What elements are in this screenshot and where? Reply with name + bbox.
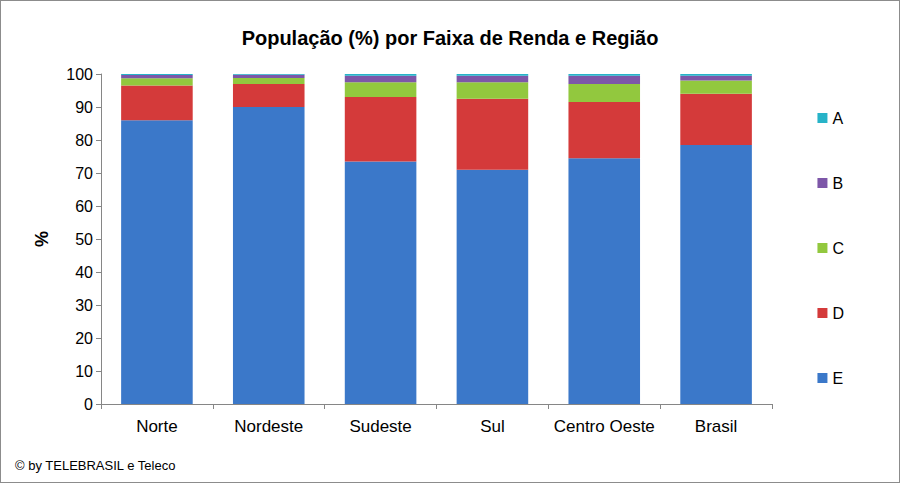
- svg-text:100: 100: [66, 66, 93, 83]
- svg-text:Nordeste: Nordeste: [234, 417, 303, 436]
- svg-text:Brasil: Brasil: [695, 417, 738, 436]
- svg-text:C: C: [832, 240, 844, 257]
- svg-text:Sul: Sul: [480, 417, 505, 436]
- svg-text:90: 90: [75, 99, 93, 116]
- svg-text:A: A: [832, 110, 843, 127]
- svg-text:50: 50: [75, 231, 93, 248]
- svg-text:Norte: Norte: [136, 417, 178, 436]
- svg-text:%: %: [32, 231, 52, 247]
- svg-text:40: 40: [75, 264, 93, 281]
- svg-text:0: 0: [84, 396, 93, 413]
- svg-text:B: B: [832, 175, 843, 192]
- svg-text:20: 20: [75, 330, 93, 347]
- svg-text:Sudeste: Sudeste: [349, 417, 411, 436]
- svg-text:30: 30: [75, 297, 93, 314]
- svg-text:© by TELEBRASIL e Teleco: © by TELEBRASIL e Teleco: [15, 458, 175, 473]
- svg-text:80: 80: [75, 132, 93, 149]
- svg-text:60: 60: [75, 198, 93, 215]
- svg-text:Centro Oeste: Centro Oeste: [554, 417, 655, 436]
- svg-text:População (%) por Faixa de Ren: População (%) por Faixa de Renda e Regiã…: [242, 27, 659, 49]
- svg-text:70: 70: [75, 165, 93, 182]
- svg-text:D: D: [832, 305, 844, 322]
- svg-text:10: 10: [75, 363, 93, 380]
- svg-text:E: E: [832, 370, 843, 387]
